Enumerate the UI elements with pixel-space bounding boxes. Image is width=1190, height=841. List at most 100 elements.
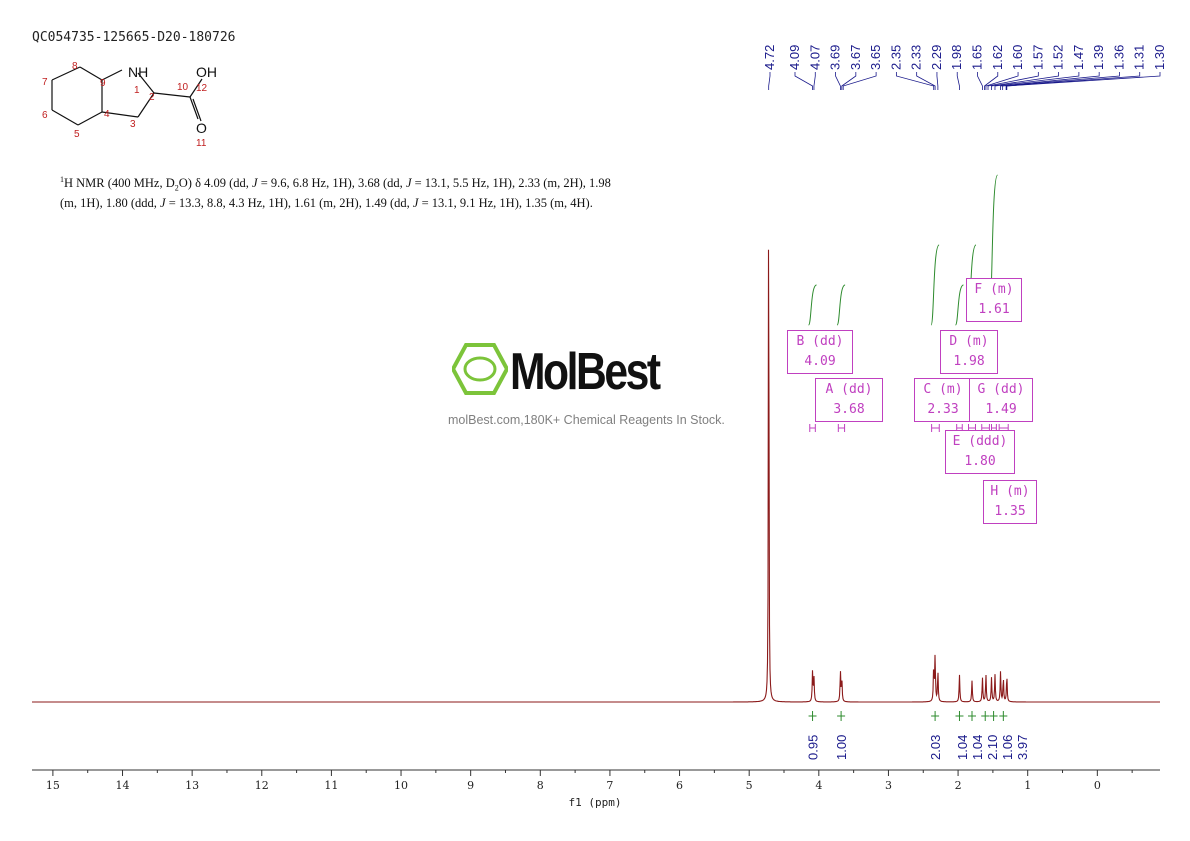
multiplet-box-h: H (m) 1.35 xyxy=(983,480,1037,524)
integral-curve xyxy=(930,244,940,326)
peak-label-connector xyxy=(1002,72,1120,90)
peak-label: 4.72 xyxy=(762,45,777,70)
integral-value: 2.10 xyxy=(985,735,1000,760)
x-tick-label: 13 xyxy=(185,779,199,792)
peak-label: 1.36 xyxy=(1111,45,1126,70)
x-tick-label: 9 xyxy=(467,779,474,792)
multiplet-box-e: E (ddd) 1.80 xyxy=(945,430,1015,474)
peak-label: 1.57 xyxy=(1030,45,1045,70)
atom-number: 3 xyxy=(130,119,136,130)
peak-label-connector xyxy=(994,72,1080,90)
integral-value: 3.97 xyxy=(1015,735,1030,760)
watermark-logo-icon xyxy=(452,343,508,395)
atom-number: 11 xyxy=(196,138,207,149)
peak-label: 3.65 xyxy=(868,45,883,70)
oh-label: OH xyxy=(196,64,217,80)
integral-value: 1.06 xyxy=(1000,735,1015,760)
peak-label: 1.30 xyxy=(1152,45,1167,70)
peak-label: 1.47 xyxy=(1071,45,1086,70)
x-tick-label: 8 xyxy=(537,779,544,792)
peak-label: 1.60 xyxy=(1010,45,1025,70)
nmr-description: 1H NMR (400 MHz, D2O) δ 4.09 (dd, J = 9.… xyxy=(60,175,611,210)
integral-value: 1.04 xyxy=(955,735,970,760)
peak-label: 1.65 xyxy=(970,45,985,70)
x-tick-label: 4 xyxy=(815,779,822,792)
atom-number: 8 xyxy=(72,61,78,72)
o-label: O xyxy=(196,120,207,136)
x-axis-label: f1 (ppm) xyxy=(569,796,622,809)
atom-number: 10 xyxy=(177,82,189,93)
x-tick-label: 6 xyxy=(676,779,683,792)
x-tick-label: 3 xyxy=(885,779,892,792)
integral-value: 1.00 xyxy=(834,735,849,760)
multiplet-box-b: B (dd) 4.09 xyxy=(787,330,853,374)
atom-number: 2 xyxy=(149,92,155,103)
peak-label-connector xyxy=(895,72,935,90)
peak-label-connector xyxy=(813,72,816,90)
peak-label-connector xyxy=(977,72,983,90)
multiplet-box-g: G (dd) 1.49 xyxy=(969,378,1033,422)
peak-label: 2.35 xyxy=(888,45,903,70)
x-tick-label: 14 xyxy=(116,779,130,792)
atom-number: 5 xyxy=(74,129,80,140)
peak-label-connector xyxy=(1000,72,1100,90)
chemical-structure: NH OH O 1 2 3 4 5 6 7 8 9 10 11 12 xyxy=(42,61,217,149)
integral-curve xyxy=(954,284,964,326)
atom-number: 1 xyxy=(134,85,140,96)
multiplet-box-a: A (dd) 3.68 xyxy=(815,378,883,422)
integral-curve xyxy=(808,284,818,326)
x-tick-label: 5 xyxy=(746,779,753,792)
atom-number: 7 xyxy=(42,77,48,88)
peak-label: 1.98 xyxy=(949,45,964,70)
peak-label-connector xyxy=(985,72,1019,90)
x-tick-label: 1 xyxy=(1024,779,1031,792)
peak-label-connector xyxy=(956,72,960,90)
peak-label: 2.29 xyxy=(929,45,944,70)
peak-label: 4.07 xyxy=(807,45,822,70)
peak-label: 1.39 xyxy=(1091,45,1106,70)
integral-value: 1.04 xyxy=(970,735,985,760)
peak-label-connector xyxy=(987,72,1039,90)
x-tick-label: 10 xyxy=(394,779,408,792)
multiplet-box-d: D (m) 1.98 xyxy=(940,330,998,374)
nh-label: NH xyxy=(128,64,148,80)
x-tick-label: 7 xyxy=(606,779,613,792)
peak-label: 4.09 xyxy=(787,45,802,70)
spectrum-trace xyxy=(32,249,1160,703)
x-tick-label: 0 xyxy=(1094,779,1101,792)
integral-value: 2.03 xyxy=(928,735,943,760)
peak-label-connector xyxy=(991,72,1060,90)
peak-label: 1.52 xyxy=(1051,45,1066,70)
x-tick-label: 11 xyxy=(324,779,338,792)
sample-id: QC054735-125665-D20-180726 xyxy=(32,30,236,45)
integral-value: 0.95 xyxy=(806,735,821,760)
integral-curve xyxy=(836,284,846,326)
multiplet-box-c: C (m) 2.33 xyxy=(914,378,972,422)
peak-label: 3.67 xyxy=(848,45,863,70)
peak-label-connector xyxy=(842,72,877,90)
peak-label-connector xyxy=(1005,72,1141,90)
atom-number: 4 xyxy=(104,109,110,120)
atom-number: 12 xyxy=(196,83,208,94)
watermark-tagline: molBest.com,180K+ Chemical Reagents In S… xyxy=(448,413,725,427)
peak-label-connector xyxy=(768,72,771,90)
watermark-brand: MolBest xyxy=(510,343,661,401)
peak-label: 2.33 xyxy=(909,45,924,70)
peak-label-connector xyxy=(936,72,939,90)
peak-label-connector xyxy=(794,72,813,90)
peak-label: 1.31 xyxy=(1132,45,1147,70)
atom-number: 6 xyxy=(42,110,48,121)
x-tick-label: 15 xyxy=(46,779,60,792)
atom-number: 9 xyxy=(100,78,106,89)
peak-label-connector xyxy=(1006,72,1161,90)
peak-label-connector xyxy=(984,72,999,90)
peak-label: 1.62 xyxy=(990,45,1005,70)
multiplet-box-f: F (m) 1.61 xyxy=(966,278,1022,322)
peak-label-connector xyxy=(916,72,936,90)
x-tick-label: 2 xyxy=(955,779,962,792)
x-tick-label: 12 xyxy=(255,779,269,792)
peak-label-connector xyxy=(835,72,841,90)
peak-label-connector xyxy=(841,72,857,90)
peak-label: 3.69 xyxy=(828,45,843,70)
